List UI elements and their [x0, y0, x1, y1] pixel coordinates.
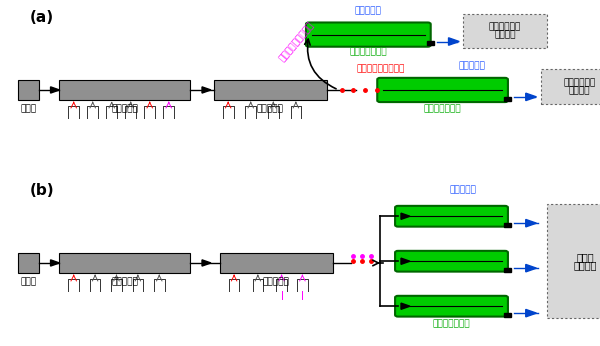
Text: 電子銃: 電子銃	[20, 104, 37, 113]
FancyBboxPatch shape	[395, 251, 508, 272]
Polygon shape	[526, 264, 536, 272]
Text: アンジュレータ: アンジュレータ	[424, 104, 461, 113]
Bar	[18, 253, 38, 273]
Polygon shape	[202, 260, 211, 266]
FancyBboxPatch shape	[395, 206, 508, 227]
Bar	[220, 253, 333, 273]
Polygon shape	[449, 38, 459, 45]
Text: 高エネルギービーム: 高エネルギービーム	[356, 65, 404, 74]
Text: レーザー光: レーザー光	[459, 61, 486, 70]
Text: 線形加速器: 線形加速器	[112, 104, 138, 113]
FancyBboxPatch shape	[395, 296, 508, 317]
Polygon shape	[401, 303, 410, 309]
Polygon shape	[526, 309, 536, 317]
Text: (a): (a)	[30, 10, 54, 25]
Polygon shape	[50, 260, 59, 266]
Text: レーザー光: レーザー光	[450, 186, 477, 195]
Text: 全ての: 全ての	[577, 252, 594, 262]
Text: 低エネルギービーム: 低エネルギービーム	[278, 20, 316, 63]
Polygon shape	[50, 87, 59, 93]
Bar	[505, 268, 511, 272]
Text: アンジュレータ: アンジュレータ	[350, 47, 387, 56]
Bar	[427, 41, 434, 45]
Bar	[547, 204, 600, 318]
Text: アンジュレータ: アンジュレータ	[433, 319, 470, 328]
Text: 線形加速器: 線形加速器	[112, 277, 138, 286]
Polygon shape	[401, 213, 410, 219]
Bar	[18, 80, 38, 100]
Text: 利用実験: 利用実験	[574, 261, 597, 270]
Polygon shape	[526, 93, 536, 101]
Bar	[505, 223, 511, 227]
Bar	[463, 14, 547, 48]
Bar	[505, 97, 511, 101]
Bar	[541, 69, 600, 104]
Polygon shape	[526, 219, 536, 227]
Bar	[214, 80, 327, 100]
Text: 高エネルギー: 高エネルギー	[563, 78, 595, 87]
Bar	[59, 80, 190, 100]
FancyBboxPatch shape	[377, 78, 508, 102]
Bar	[59, 253, 190, 273]
FancyBboxPatch shape	[306, 22, 431, 47]
Polygon shape	[202, 87, 211, 93]
Bar	[505, 313, 511, 317]
Text: 電子銃: 電子銃	[20, 277, 37, 286]
Text: レーザー光: レーザー光	[355, 6, 382, 15]
Text: 低エネルギー: 低エネルギー	[489, 22, 521, 31]
Text: (b): (b)	[30, 183, 55, 198]
Text: 線形加速器: 線形加速器	[257, 104, 284, 113]
Text: 線形加速器: 線形加速器	[263, 277, 290, 286]
Polygon shape	[401, 258, 410, 264]
Text: 利用実験: 利用実験	[494, 31, 516, 40]
Text: 利用実験: 利用実験	[568, 86, 590, 95]
